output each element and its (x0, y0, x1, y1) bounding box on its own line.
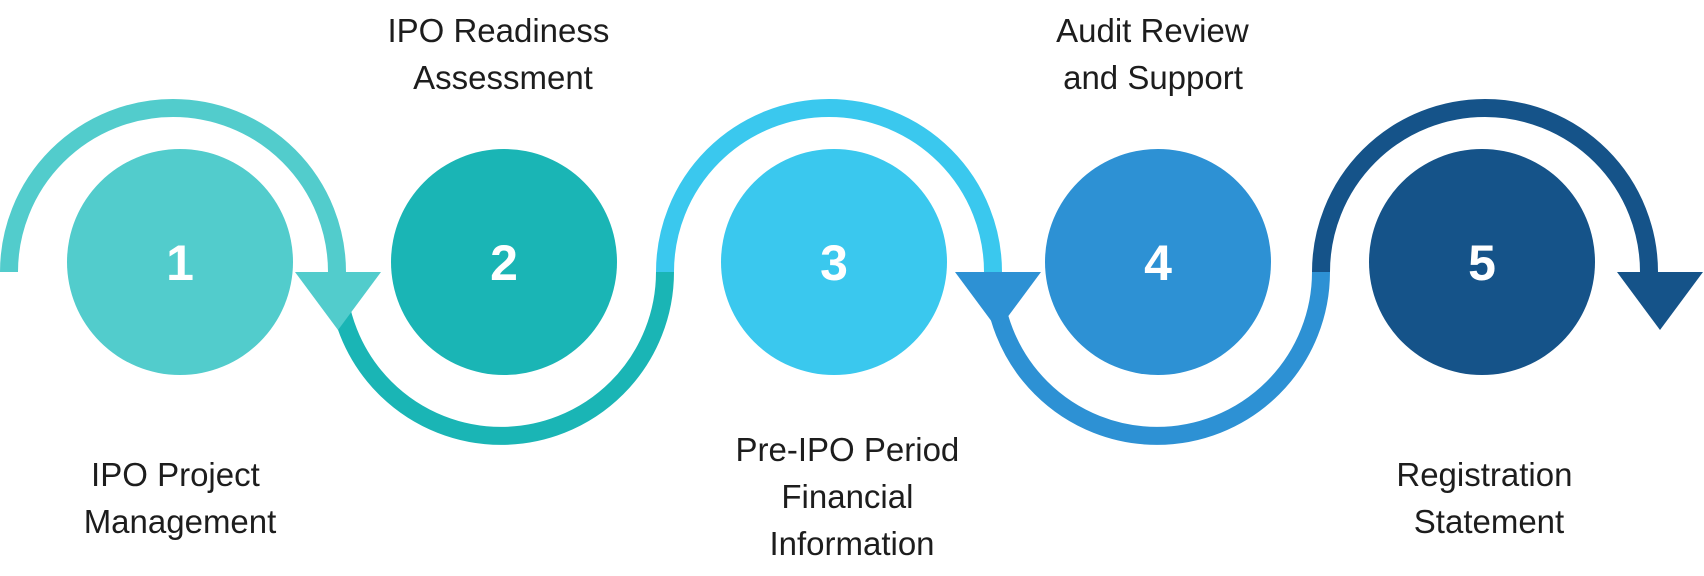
step-circle-5 (1369, 149, 1595, 375)
step-label-line: Pre-IPO Period (736, 431, 960, 468)
step-circle-3 (721, 149, 947, 375)
step-label-line: Statement (1414, 503, 1564, 540)
step-label-5: Registration Statement (1396, 456, 1581, 540)
arrowheads (295, 272, 1703, 330)
arc-step-2 (328, 271, 674, 445)
step-circle-4 (1045, 149, 1271, 375)
step-circle-2 (391, 149, 617, 375)
arc-step-4 (984, 271, 1330, 445)
step-label-line: IPO Project (91, 456, 260, 493)
step-number-4: 4 (1144, 235, 1172, 291)
step-label-line: and Support (1063, 59, 1243, 96)
step-number-5: 5 (1468, 235, 1496, 291)
step-label-1: IPO Project Management (84, 456, 277, 540)
step-label-line: Management (84, 503, 277, 540)
arrowhead-down-icon (295, 272, 381, 330)
step-labels: IPO Project Management IPO Readiness Ass… (84, 12, 1581, 562)
arc-step-1 (0, 99, 346, 273)
step-label-3: Pre-IPO Period Financial Information (736, 431, 969, 562)
step-number-1: 1 (166, 235, 194, 291)
arc-step-3 (656, 99, 1002, 273)
step-circle-1 (67, 149, 293, 375)
step-label-line: Financial (781, 478, 913, 515)
arc-connectors (0, 99, 1658, 445)
step-number-2: 2 (490, 235, 518, 291)
arrowhead-down-icon (1617, 272, 1703, 330)
arrowhead-down-icon (955, 272, 1041, 330)
step-label-2: IPO Readiness Assessment (387, 12, 618, 96)
step-label-line: Information (769, 525, 934, 562)
step-label-line: Assessment (413, 59, 593, 96)
step-label-line: Audit Review (1056, 12, 1249, 49)
step-label-line: Registration (1396, 456, 1572, 493)
step-circles (67, 149, 1595, 375)
step-numbers: 1 2 3 4 5 (166, 235, 1496, 291)
step-label-4: Audit Review and Support (1056, 12, 1258, 96)
step-number-3: 3 (820, 235, 848, 291)
arc-step-5 (1312, 99, 1658, 273)
step-label-line: IPO Readiness (387, 12, 609, 49)
